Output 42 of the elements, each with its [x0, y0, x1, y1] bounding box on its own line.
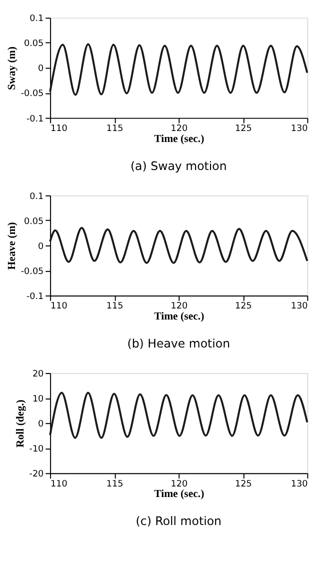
- y-tick-label: 0.1: [30, 14, 44, 24]
- text: (c) Roll motion: [136, 514, 222, 528]
- x-tick-label: 120: [170, 302, 188, 312]
- y-tick-label: -0.1: [26, 292, 44, 302]
- y-tick-label: 0: [38, 420, 44, 430]
- x-tick-label: 115: [106, 124, 124, 134]
- y-axis-title: Heave (m): [6, 222, 18, 270]
- y-tick-label: 0.05: [24, 216, 44, 227]
- line-series: [49, 43, 308, 96]
- x-tick-label: 125: [234, 302, 252, 312]
- x-tick-label: 125: [234, 124, 252, 134]
- x-tick-label: 130: [290, 479, 308, 490]
- x-tick-label: 120: [170, 124, 188, 134]
- x-axis-title: Time (sec.): [154, 132, 205, 145]
- x-tick-label: 110: [50, 302, 68, 312]
- y-axis-title: Sway (m): [6, 46, 18, 90]
- y-axis-title: Roll (deg.): [14, 399, 26, 448]
- x-tick-label: 110: [50, 479, 68, 490]
- x-tick-label: 115: [106, 479, 124, 490]
- y-tick-label: 10: [32, 394, 44, 404]
- y-tick-label: -10: [29, 444, 44, 455]
- line-series: [49, 392, 308, 439]
- line-series: [49, 226, 308, 264]
- y-tick-label: 0: [38, 242, 44, 252]
- y-tick-label: -0.05: [20, 89, 44, 100]
- x-tick-label: 130: [290, 124, 308, 134]
- y-tick-label: -0.05: [20, 266, 44, 277]
- x-axis-title: Time (sec.): [154, 488, 205, 500]
- y-tick-label: -0.1: [26, 114, 44, 124]
- y-tick-label: 20: [32, 369, 44, 380]
- x-tick-label: 125: [234, 479, 252, 490]
- text: (b) Heave motion: [127, 336, 230, 350]
- y-tick-label: -20: [29, 470, 44, 480]
- x-axis-title: Time (sec.): [154, 310, 205, 323]
- x-tick-label: 110: [50, 124, 68, 134]
- x-tick-label: 120: [170, 479, 188, 490]
- y-tick-label: 0.05: [24, 39, 44, 50]
- x-tick-label: 130: [290, 302, 308, 312]
- x-tick-label: 115: [106, 302, 124, 312]
- y-tick-label: 0.1: [30, 192, 44, 202]
- text: (a) Sway motion: [130, 158, 227, 173]
- y-tick-label: 0: [38, 64, 44, 74]
